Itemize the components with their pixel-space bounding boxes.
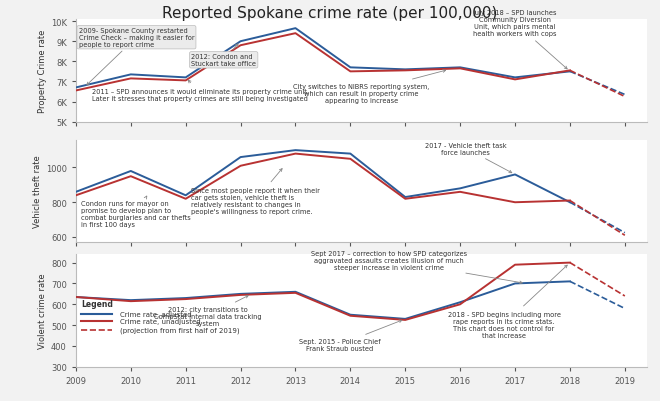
- Text: 2012: city transitions to
CompStat internal data tracking
system: 2012: city transitions to CompStat inter…: [154, 296, 261, 326]
- Text: 2009- Spokane County restarted
Crime Check – making it easier for
people to repo: 2009- Spokane County restarted Crime Che…: [79, 28, 194, 86]
- Text: 2017 - Vehicle theft task
force launches: 2017 - Vehicle theft task force launches: [425, 142, 512, 173]
- Text: Crime rate, unadjusted: Crime rate, unadjusted: [120, 319, 201, 324]
- Text: City switches to NIBRS reporting system,
which can result in property crime
appe: City switches to NIBRS reporting system,…: [293, 71, 446, 103]
- Y-axis label: Property Crime rate: Property Crime rate: [38, 30, 47, 113]
- Text: Sept. 2015 - Police Chief
Frank Straub ousted: Sept. 2015 - Police Chief Frank Straub o…: [298, 320, 402, 351]
- Text: Crime rate, adjusted: Crime rate, adjusted: [120, 311, 191, 317]
- Text: (projection from first half of 2019): (projection from first half of 2019): [120, 327, 240, 333]
- Text: Sept 2017 – correction to how SPD categorizes
aggravated assaults creates illusi: Sept 2017 – correction to how SPD catego…: [311, 250, 522, 284]
- Text: Condon runs for mayor on
promise to develop plan to
combat burglaries and car th: Condon runs for mayor on promise to deve…: [81, 196, 191, 227]
- Y-axis label: Violent crime rate: Violent crime rate: [38, 273, 47, 348]
- Text: Since most people report it when their
car gets stolen, vehicle theft is
relativ: Since most people report it when their c…: [191, 169, 320, 214]
- Text: Reported Spokane crime rate (per 100,000): Reported Spokane crime rate (per 100,000…: [162, 6, 498, 21]
- Text: Legend: Legend: [81, 300, 114, 309]
- Text: 2012: Condon and
Stuckart take office: 2012: Condon and Stuckart take office: [191, 45, 256, 67]
- Y-axis label: Vehicle theft rate: Vehicle theft rate: [33, 155, 42, 228]
- Text: 2018 - SPD begins including more
rape reports in its crime stats.
This chart doe: 2018 - SPD begins including more rape re…: [447, 265, 567, 338]
- Text: 2011 – SPD announces it would eliminate its property crime unit.
Later it stress: 2011 – SPD announces it would eliminate …: [92, 81, 310, 101]
- Text: July 2018 – SPD launches
Community Diversion
Unit, which pairs mental
health wor: July 2018 – SPD launches Community Diver…: [473, 10, 567, 70]
